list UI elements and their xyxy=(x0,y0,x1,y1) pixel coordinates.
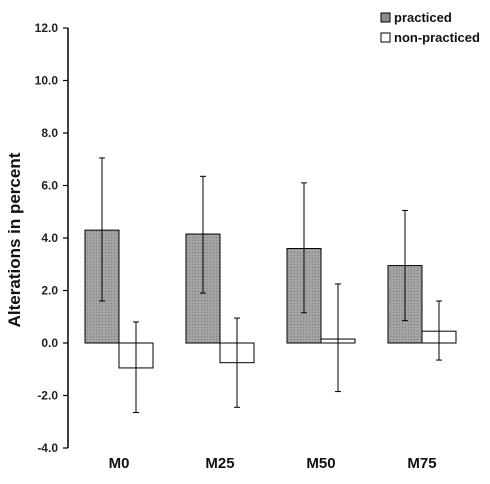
legend-swatch-non-practiced xyxy=(380,32,391,43)
legend-label-practiced: practiced xyxy=(394,10,452,25)
y-tick-label: 6.0 xyxy=(41,179,58,193)
y-tick-label: -4.0 xyxy=(37,441,58,455)
y-tick-label: 4.0 xyxy=(41,231,58,245)
y-tick-label: 2.0 xyxy=(41,284,58,298)
category-label-M0: M0 xyxy=(109,455,130,472)
bars xyxy=(84,229,457,369)
legend-swatch-practiced xyxy=(380,12,391,23)
y-tick-label: 12.0 xyxy=(35,21,59,35)
y-axis-label: Alterations in percent xyxy=(5,152,24,327)
legend: practiced non-practiced xyxy=(380,10,480,45)
y-tick-label: 10.0 xyxy=(35,74,59,88)
y-tick-label: 8.0 xyxy=(41,126,58,140)
error-bars xyxy=(99,157,442,414)
category-label-M50: M50 xyxy=(306,455,335,472)
category-labels: M0 M25 M50 M75 xyxy=(109,455,437,472)
y-tick-label: -2.0 xyxy=(37,389,58,403)
category-label-M75: M75 xyxy=(407,455,436,472)
category-label-M25: M25 xyxy=(205,455,234,472)
y-tick-label: 0.0 xyxy=(41,336,58,350)
y-axis: -4.0 -2.0 0.0 2.0 4.0 6.0 8.0 10.0 12.0 xyxy=(35,21,69,455)
legend-label-non-practiced: non-practiced xyxy=(394,30,480,45)
